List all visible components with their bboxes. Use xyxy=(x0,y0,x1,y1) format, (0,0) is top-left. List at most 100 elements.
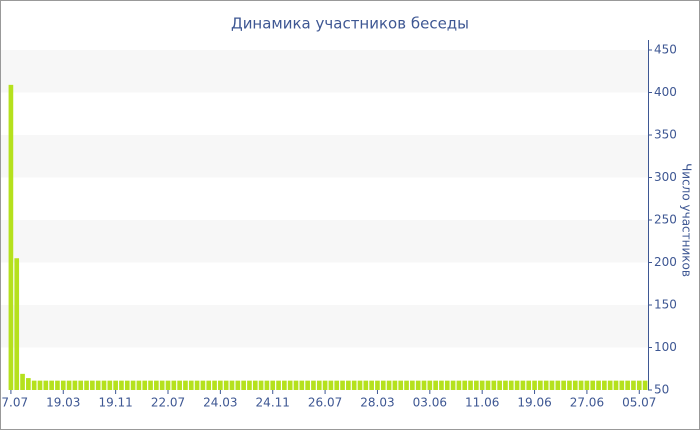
x-tick-label: 17.07 xyxy=(0,396,28,410)
bar xyxy=(590,380,596,390)
bar xyxy=(328,380,334,390)
bar xyxy=(206,380,212,390)
bar xyxy=(241,380,246,390)
grid-band xyxy=(1,305,648,348)
bar xyxy=(124,380,130,390)
bar xyxy=(386,380,392,390)
bar xyxy=(392,380,398,390)
bar xyxy=(101,380,107,390)
bar xyxy=(404,380,409,390)
y-tick-label: 50 xyxy=(654,383,669,397)
bar xyxy=(450,380,456,390)
bar xyxy=(49,380,54,390)
bar xyxy=(567,380,572,390)
bar xyxy=(433,380,438,390)
y-tick-label: 400 xyxy=(654,85,677,99)
bar xyxy=(165,380,171,390)
bar xyxy=(398,380,404,390)
bar xyxy=(299,380,305,390)
x-tick-label: 05.07 xyxy=(622,396,656,410)
bar xyxy=(31,380,37,390)
bar xyxy=(188,380,194,390)
bar xyxy=(66,380,72,390)
x-tick-label: 03.06 xyxy=(413,396,447,410)
bar xyxy=(514,380,520,390)
bar xyxy=(229,380,235,390)
bar xyxy=(159,380,165,390)
bar xyxy=(183,380,188,390)
bar xyxy=(171,380,177,390)
bar xyxy=(37,380,43,390)
bar xyxy=(607,380,613,390)
bar xyxy=(619,380,625,390)
grid-band xyxy=(1,50,648,93)
y-tick-label: 100 xyxy=(654,340,677,354)
bar xyxy=(20,373,25,390)
y-tick-label: 150 xyxy=(654,298,677,312)
bar xyxy=(316,380,322,390)
bar xyxy=(415,380,421,390)
bar xyxy=(479,380,485,390)
y-tick-label: 450 xyxy=(654,43,677,57)
bar xyxy=(72,380,78,390)
bar xyxy=(520,380,526,390)
bar xyxy=(334,380,340,390)
bar xyxy=(142,380,148,390)
bar xyxy=(276,380,281,390)
grid-band xyxy=(1,135,648,178)
x-tick-label: 28.03 xyxy=(360,396,394,410)
bands xyxy=(1,50,648,348)
grid-band xyxy=(1,220,648,263)
bar xyxy=(508,380,514,390)
bar xyxy=(43,380,49,390)
x-tick-label: 26.07 xyxy=(308,396,342,410)
bar xyxy=(474,380,479,390)
bar xyxy=(596,380,601,390)
bar xyxy=(532,380,537,390)
bar xyxy=(468,380,473,390)
bar xyxy=(602,380,607,390)
bar xyxy=(154,380,159,390)
bar xyxy=(235,380,241,390)
bar xyxy=(363,380,369,390)
bar xyxy=(78,380,84,390)
x-tick-label: 19.11 xyxy=(98,396,132,410)
y-tick-label: 350 xyxy=(654,128,677,142)
bar xyxy=(421,380,427,390)
bar xyxy=(631,380,636,390)
bar xyxy=(293,380,299,390)
bar xyxy=(410,380,415,390)
bar xyxy=(212,380,217,390)
bar xyxy=(427,380,433,390)
y-tick-label: 300 xyxy=(654,170,677,184)
bar xyxy=(578,380,584,390)
x-tick-label: 27.06 xyxy=(570,396,604,410)
bar xyxy=(636,380,642,390)
x-tick-label: 24.11 xyxy=(256,396,290,410)
y-tick-label: 200 xyxy=(654,255,677,269)
bar xyxy=(456,380,462,390)
bar xyxy=(322,380,328,390)
bar xyxy=(84,380,89,390)
bar xyxy=(136,380,142,390)
bar xyxy=(252,380,258,390)
bar xyxy=(282,380,287,390)
bar xyxy=(247,380,252,390)
bar xyxy=(194,380,200,390)
bar xyxy=(375,380,380,390)
bar xyxy=(14,258,20,390)
chart-title: Динамика участников беседы xyxy=(231,15,469,33)
bar xyxy=(130,380,136,390)
bar xyxy=(538,380,543,390)
bar xyxy=(287,380,293,390)
bar xyxy=(177,380,182,390)
bar xyxy=(340,380,345,390)
bar xyxy=(264,380,270,390)
bar xyxy=(572,380,578,390)
bar xyxy=(444,380,450,390)
bar xyxy=(625,380,630,390)
bar xyxy=(526,380,532,390)
x-tick-label: 22.07 xyxy=(151,396,185,410)
bar xyxy=(26,378,31,390)
